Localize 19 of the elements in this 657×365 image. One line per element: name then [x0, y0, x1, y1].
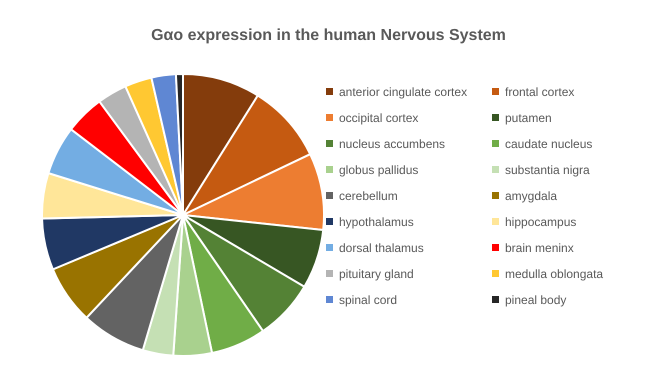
legend-label: anterior cingulate cortex — [339, 84, 468, 98]
legend-label: brain meninx — [505, 240, 574, 254]
legend-label: putamen — [505, 110, 552, 124]
legend-label: dorsal thalamus — [339, 240, 424, 254]
legend-label: cerebellum — [339, 188, 398, 202]
legend-label: pineal body — [505, 292, 566, 306]
legend-label: amygdala — [505, 188, 558, 202]
legend-label: hippocampus — [505, 214, 576, 228]
legend-label: occipital cortex — [339, 110, 418, 124]
legend-label: caudate nucleus — [505, 136, 592, 150]
legend-label: nucleus accumbens — [339, 136, 446, 150]
chart-title: Gαo expression in the human Nervous System — [151, 27, 506, 44]
legend-label: substantia nigra — [505, 162, 590, 176]
legend-label: pituitary gland — [339, 266, 414, 280]
legend-label: globus pallidus — [339, 162, 418, 176]
legend-label: frontal cortex — [505, 84, 574, 98]
legend-label: hypothalamus — [339, 214, 414, 228]
legend-label: medulla oblongata — [505, 266, 604, 280]
legend-label: spinal cord — [339, 292, 398, 306]
